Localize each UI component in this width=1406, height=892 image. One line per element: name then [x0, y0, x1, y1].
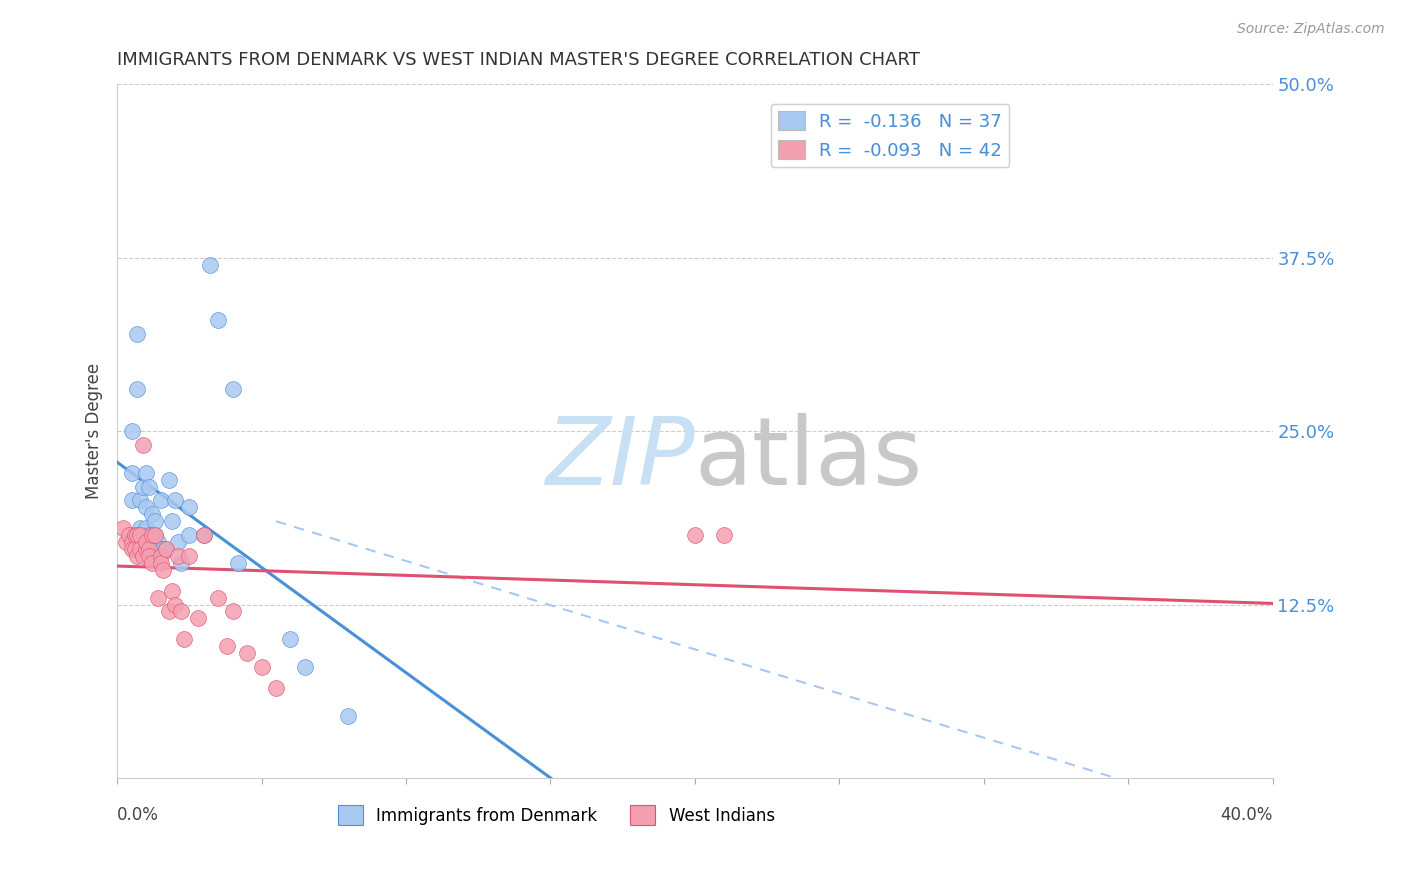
- Point: [163, 598, 186, 612]
- Point: [132, 549, 155, 563]
- Point: [170, 556, 193, 570]
- Point: [132, 479, 155, 493]
- Text: ZIP: ZIP: [546, 413, 695, 504]
- Point: [157, 605, 180, 619]
- Point: [152, 541, 174, 556]
- Point: [179, 549, 201, 563]
- Point: [228, 556, 250, 570]
- Point: [143, 528, 166, 542]
- Point: [157, 473, 180, 487]
- Point: [129, 493, 152, 508]
- Point: [236, 646, 259, 660]
- Point: [173, 632, 195, 647]
- Point: [138, 541, 160, 556]
- Point: [127, 528, 149, 542]
- Legend: R =  -0.136   N = 37, R =  -0.093   N = 42: R = -0.136 N = 37, R = -0.093 N = 42: [770, 103, 1010, 167]
- Point: [121, 535, 143, 549]
- Point: [124, 528, 146, 542]
- Point: [115, 535, 138, 549]
- Point: [143, 528, 166, 542]
- Point: [163, 493, 186, 508]
- Point: [264, 681, 287, 695]
- Point: [146, 591, 169, 605]
- Point: [187, 611, 209, 625]
- Point: [155, 541, 177, 556]
- Point: [138, 528, 160, 542]
- Point: [713, 528, 735, 542]
- Point: [127, 326, 149, 341]
- Point: [166, 535, 188, 549]
- Point: [198, 258, 221, 272]
- Point: [193, 528, 215, 542]
- Point: [124, 541, 146, 556]
- Text: Source: ZipAtlas.com: Source: ZipAtlas.com: [1237, 22, 1385, 37]
- Point: [121, 493, 143, 508]
- Point: [138, 549, 160, 563]
- Point: [135, 466, 157, 480]
- Point: [222, 605, 245, 619]
- Point: [129, 541, 152, 556]
- Point: [132, 528, 155, 542]
- Text: 0.0%: 0.0%: [117, 805, 159, 823]
- Point: [152, 563, 174, 577]
- Point: [129, 528, 152, 542]
- Point: [141, 556, 163, 570]
- Point: [160, 514, 183, 528]
- Point: [121, 541, 143, 556]
- Text: 40.0%: 40.0%: [1220, 805, 1272, 823]
- Point: [132, 438, 155, 452]
- Point: [141, 528, 163, 542]
- Point: [250, 660, 273, 674]
- Point: [294, 660, 316, 674]
- Point: [207, 591, 229, 605]
- Point: [135, 535, 157, 549]
- Point: [141, 508, 163, 522]
- Point: [138, 479, 160, 493]
- Point: [141, 535, 163, 549]
- Text: IMMIGRANTS FROM DENMARK VS WEST INDIAN MASTER'S DEGREE CORRELATION CHART: IMMIGRANTS FROM DENMARK VS WEST INDIAN M…: [117, 51, 920, 69]
- Point: [683, 528, 706, 542]
- Point: [118, 528, 141, 542]
- Y-axis label: Master's Degree: Master's Degree: [86, 363, 103, 500]
- Point: [280, 632, 302, 647]
- Point: [149, 549, 172, 563]
- Point: [215, 639, 238, 653]
- Point: [337, 708, 360, 723]
- Point: [179, 500, 201, 515]
- Point: [111, 521, 134, 535]
- Point: [160, 583, 183, 598]
- Point: [129, 521, 152, 535]
- Point: [155, 541, 177, 556]
- Point: [222, 383, 245, 397]
- Point: [166, 549, 188, 563]
- Point: [170, 605, 193, 619]
- Point: [135, 500, 157, 515]
- Point: [193, 528, 215, 542]
- Point: [127, 549, 149, 563]
- Point: [127, 383, 149, 397]
- Point: [149, 493, 172, 508]
- Point: [135, 521, 157, 535]
- Point: [179, 528, 201, 542]
- Point: [121, 466, 143, 480]
- Point: [143, 514, 166, 528]
- Point: [121, 424, 143, 438]
- Point: [135, 541, 157, 556]
- Text: atlas: atlas: [695, 413, 924, 505]
- Point: [207, 313, 229, 327]
- Point: [149, 556, 172, 570]
- Point: [146, 535, 169, 549]
